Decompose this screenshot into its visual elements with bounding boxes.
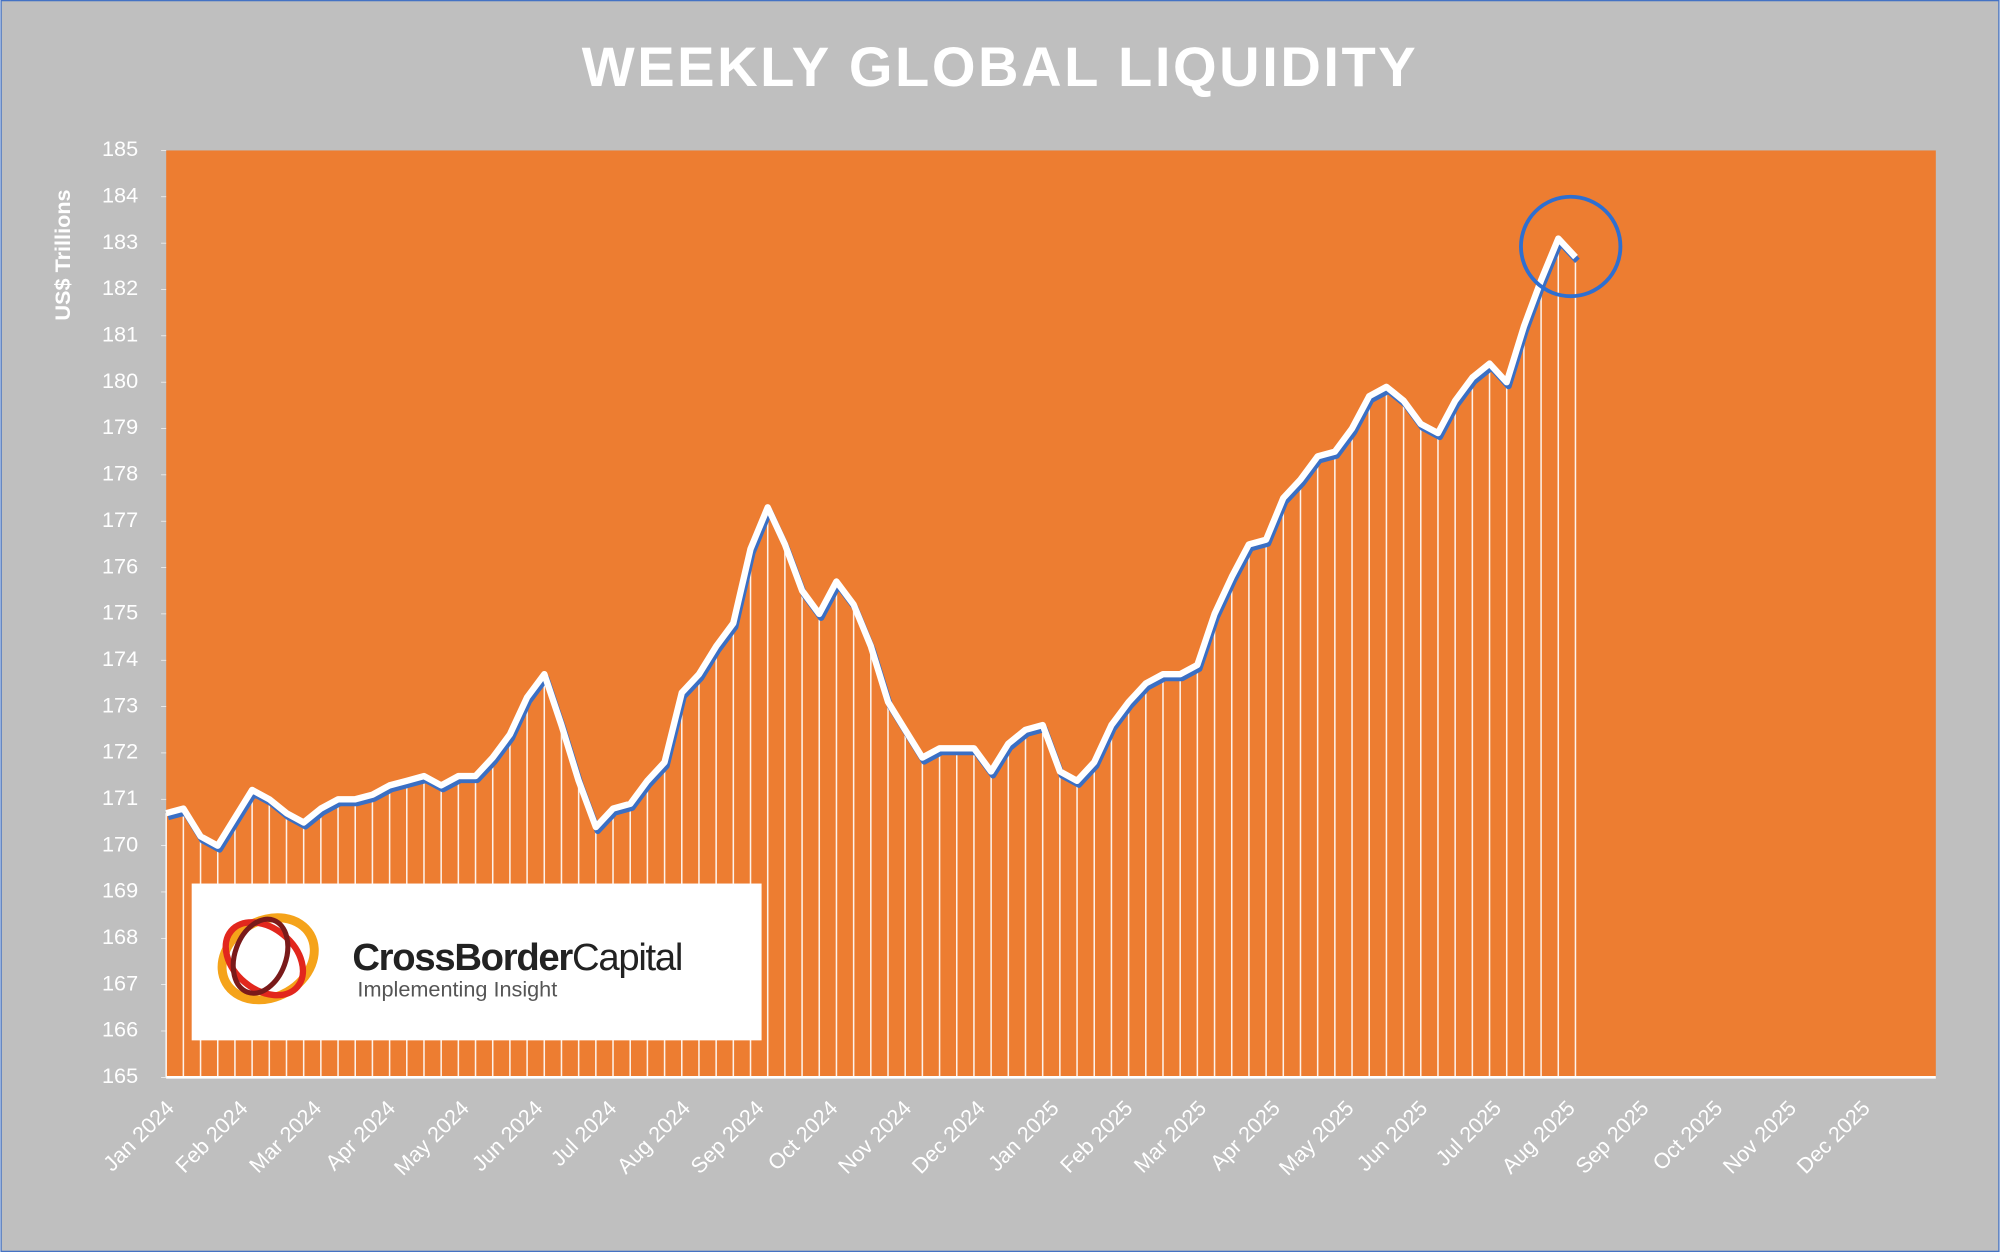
logo-tagline: Implementing Insight (357, 976, 557, 1001)
y-tick-label: 177 (102, 507, 138, 532)
y-tick-label: 176 (102, 553, 138, 578)
y-tick-label: 183 (102, 229, 138, 254)
logo-name-light: Capital (572, 936, 682, 979)
highlight-circle (1519, 194, 1623, 299)
logo-name: CrossBorderCapital (352, 936, 682, 979)
y-tick-label: 166 (102, 1017, 138, 1042)
y-tick-label: 165 (102, 1063, 138, 1088)
y-tick-label: 185 (102, 136, 138, 161)
y-tick-label: 169 (102, 878, 138, 903)
y-tick-label: 167 (102, 970, 138, 995)
y-tick-label: 178 (102, 461, 138, 486)
line (165, 235, 1578, 849)
y-tick-label: 179 (102, 414, 138, 439)
y-tick-label: 174 (102, 646, 138, 671)
y-tick-label: 170 (102, 831, 138, 856)
logo-name-bold: CrossBorder (352, 936, 573, 979)
y-tick-label: 175 (102, 600, 138, 625)
y-tick-label: 184 (102, 183, 138, 208)
y-tick-label: 168 (102, 924, 138, 949)
y-tick-label: 182 (102, 275, 138, 300)
logo-ring (230, 916, 291, 996)
y-tick-label: 172 (102, 739, 138, 764)
y-tick-label: 173 (102, 692, 138, 717)
y-tick-label: 171 (102, 785, 138, 810)
chart-title: WEEKLY GLOBAL LIQUIDITY (582, 35, 1419, 98)
y-tick-label: 181 (102, 322, 138, 347)
logo: CrossBorderCapital Implementing Insight (191, 883, 762, 1041)
y-tick-label: 180 (102, 368, 138, 393)
y-axis-label: US$ Trillions (50, 189, 75, 320)
